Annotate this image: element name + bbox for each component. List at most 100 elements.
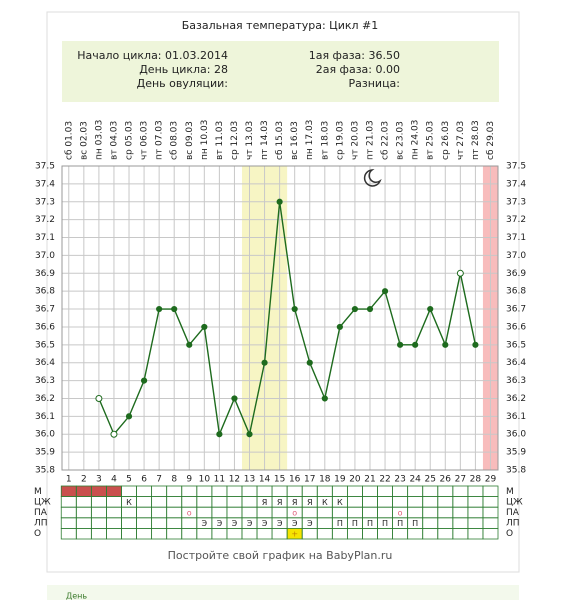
info-text: День цикла: 28 <box>139 63 228 76</box>
x-tick-label: 19 <box>334 475 346 485</box>
data-point <box>351 305 359 313</box>
info-box <box>62 41 499 102</box>
y-tick-label: 36.5 <box>506 340 526 350</box>
row-label: М <box>506 487 514 497</box>
data-point <box>427 305 434 313</box>
date-header: чт 13.03 <box>245 121 255 160</box>
data-point <box>110 430 118 438</box>
date-header: чт 06.03 <box>140 121 150 160</box>
data-point <box>456 269 464 277</box>
cell-text: + <box>291 530 298 539</box>
date-header: сб 01.03 <box>64 121 74 160</box>
date-header: вс 02.03 <box>79 121 89 160</box>
x-tick-label: 2 <box>81 475 87 485</box>
date-header: ср 05.03 <box>125 121 135 160</box>
date-header: сб 29.03 <box>486 121 496 160</box>
y-tick-label: 37.1 <box>506 233 526 243</box>
y-tick-label: 37.3 <box>506 197 526 207</box>
y-tick-label: 35.8 <box>506 466 526 476</box>
y-tick-label: 35.9 <box>35 448 55 458</box>
x-tick-label: 26 <box>440 475 452 485</box>
info-text: 2ая фаза: 0.00 <box>316 63 400 76</box>
data-point <box>366 305 374 313</box>
chart-title: Базальная температура: Цикл #1 <box>182 19 379 32</box>
x-tick-label: 15 <box>274 475 285 485</box>
y-tick-label: 37.3 <box>35 197 55 207</box>
cell-text: o <box>398 509 403 518</box>
below-box <box>47 585 519 600</box>
x-tick-label: 22 <box>379 475 390 485</box>
x-tick-label: 23 <box>394 475 405 485</box>
info-text: День овуляции: <box>137 77 228 90</box>
data-point <box>397 341 404 348</box>
x-tick-label: 3 <box>96 475 102 485</box>
date-header: ср 19.03 <box>335 121 345 160</box>
date-header: пн 17.03 <box>305 120 315 160</box>
date-header: пт 07.03 <box>155 120 165 160</box>
data-point <box>246 431 253 438</box>
x-tick-label: 16 <box>289 475 301 485</box>
y-tick-label: 36.4 <box>506 358 526 368</box>
info-text: Начало цикла: 01.03.2014 <box>77 49 228 62</box>
x-tick-label: 25 <box>425 475 436 485</box>
data-point <box>442 341 449 348</box>
x-tick-label: 21 <box>364 475 375 485</box>
x-tick-label: 4 <box>111 475 117 485</box>
x-tick-label: 18 <box>319 475 331 485</box>
y-tick-label: 36.7 <box>506 305 526 315</box>
row-label: ЦЖ <box>506 497 523 507</box>
y-tick-label: 36.2 <box>506 394 526 404</box>
info-text: Разница: <box>349 77 401 90</box>
x-tick-label: 11 <box>214 475 225 485</box>
cell-text: К <box>337 498 343 507</box>
y-tick-label: 36.4 <box>35 358 55 368</box>
x-tick-label: 8 <box>171 475 177 485</box>
date-header: вт 18.03 <box>320 121 330 160</box>
date-header: вт 11.03 <box>215 121 225 160</box>
x-tick-label: 9 <box>186 475 192 485</box>
date-header: пт 14.03 <box>260 120 270 160</box>
x-tick-label: 12 <box>229 475 240 485</box>
cell-text: Э <box>247 519 253 528</box>
data-point <box>231 395 238 402</box>
x-tick-label: 29 <box>485 475 497 485</box>
cell-text: Я <box>262 498 268 507</box>
data-point <box>276 198 283 205</box>
date-header: пт 21.03 <box>365 120 375 160</box>
x-tick-label: 17 <box>304 475 315 485</box>
data-point <box>291 305 298 313</box>
row-label: ПА <box>506 508 520 518</box>
data-point <box>201 323 208 331</box>
data-point <box>125 413 133 420</box>
cell-text: Э <box>232 519 238 528</box>
cell-text: Я <box>277 498 283 507</box>
data-point <box>472 341 479 348</box>
y-tick-label: 37.2 <box>506 215 526 225</box>
date-header: ср 26.03 <box>441 121 451 160</box>
y-tick-label: 36.6 <box>506 322 526 332</box>
y-tick-label: 36.9 <box>506 269 526 279</box>
row-label: ЛП <box>34 519 48 529</box>
cell-text: П <box>337 519 343 528</box>
data-point <box>381 288 389 295</box>
date-header: вт 04.03 <box>109 121 119 160</box>
y-tick-label: 37.5 <box>35 162 55 172</box>
cell-text: o <box>292 509 297 518</box>
cell-text: Э <box>292 519 298 528</box>
y-tick-label: 37.0 <box>506 251 526 261</box>
footer: Постройте свой график на BabyPlan.ru <box>168 549 393 562</box>
cell-text: П <box>367 519 373 528</box>
date-header: сб 22.03 <box>381 121 391 160</box>
y-tick-label: 37.0 <box>35 251 55 261</box>
date-header: сб 15.03 <box>275 121 285 160</box>
y-tick-label: 37.2 <box>35 215 55 225</box>
data-point <box>140 377 148 384</box>
date-header: чт 20.03 <box>350 121 360 160</box>
row-label: О <box>34 529 41 539</box>
cell-text: Э <box>202 519 208 528</box>
date-header: вт 25.03 <box>426 121 436 160</box>
y-tick-label: 37.5 <box>506 162 526 172</box>
y-tick-label: 36.3 <box>35 376 55 386</box>
cell-text: П <box>397 519 403 528</box>
